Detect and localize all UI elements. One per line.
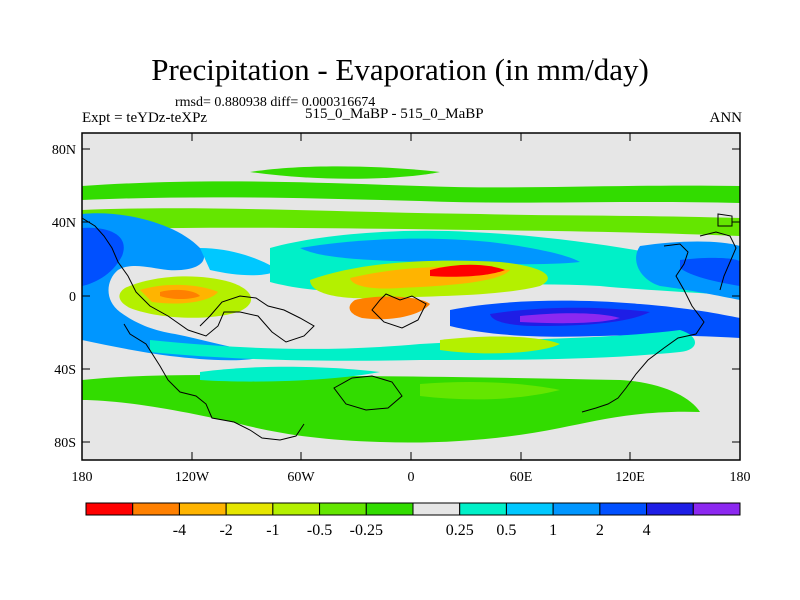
lon-label-0: 0 (408, 470, 415, 485)
colorbar-label: -4 (173, 522, 186, 539)
colorbar-label: -1 (266, 522, 279, 539)
north-green-patch (250, 166, 440, 179)
lon-label-60w: 60W (287, 470, 315, 485)
colorbar-label: -0.5 (307, 522, 332, 539)
colorbar-swatch (412, 502, 461, 516)
colorbar-swatch (552, 502, 601, 516)
colorbar-swatch (178, 502, 227, 516)
lon-label-120w: 120W (175, 470, 210, 485)
south-cyan-band (150, 330, 695, 361)
lat-label-80n: 80N (52, 143, 76, 158)
season-label: ANN (709, 110, 743, 126)
south-yellow-patch (440, 336, 560, 354)
west-blue-region (82, 213, 270, 361)
lon-label-60e: 60E (510, 470, 533, 485)
comparison-label: 515_0_MaBP - 515_0_MaBP (305, 106, 484, 122)
axis-ticks (82, 133, 740, 460)
lat-label-40n: 40N (52, 216, 76, 231)
colorbar-label: 4 (643, 522, 651, 539)
colorbar-swatch (319, 502, 367, 516)
equatorial-blue-band (300, 238, 580, 265)
colorbar-swatch (599, 502, 648, 516)
colorbar-swatch (132, 502, 180, 516)
colorbar-label: -2 (219, 522, 232, 539)
southern-cyan-patch (200, 366, 380, 382)
west-red-cell (160, 289, 200, 299)
colorbar-swatch (272, 502, 321, 516)
colorbar-label: 1 (549, 522, 557, 539)
lon-label-180e: 180 (730, 470, 751, 485)
lon-label-180w: 180 (72, 470, 93, 485)
map-field (82, 133, 740, 460)
colorbar-swatch (85, 502, 134, 516)
southern-light-green-patch (420, 382, 560, 400)
mid-green-band (82, 208, 740, 236)
west-cyan-cell (200, 248, 278, 276)
colorbar-swatch (646, 502, 694, 516)
experiment-label: Expt = teYDz-teXPz (82, 110, 208, 126)
north-green-band (82, 181, 740, 203)
lat-label-80s: 80S (54, 436, 76, 451)
east-purple-cell (520, 313, 620, 324)
stats-text: rmsd= 0.880938 diff= 0.000316674 (175, 95, 376, 110)
map-title: Precipitation - Evaporation (in mm/day) (151, 52, 649, 87)
southern-orange-cell (349, 296, 430, 320)
lon-label-120e: 120E (615, 470, 645, 485)
colorbar (85, 502, 741, 516)
colorbar-label: 2 (596, 522, 604, 539)
lat-label-eq: 0 (69, 290, 76, 305)
colorbar-swatch (692, 502, 741, 516)
west-dark-blue-cell (82, 227, 124, 286)
east-dark-blue-cell (680, 257, 740, 286)
colorbar-swatch (225, 502, 274, 516)
colorbar-label: -0.25 (350, 522, 383, 539)
colorbar-swatch (505, 502, 554, 516)
continent-outlines (82, 213, 737, 441)
colorbar-swatch (459, 502, 507, 516)
central-red-cell (430, 264, 505, 277)
colorbar-label: 0.25 (446, 522, 474, 539)
colorbar-label: 0.5 (496, 522, 516, 539)
colorbar-swatch (365, 502, 414, 516)
lat-label-40s: 40S (54, 363, 76, 378)
colorbar-labels: -4 -2 -1 -0.5 -0.25 0.25 0.5 1 2 4 (173, 522, 651, 539)
